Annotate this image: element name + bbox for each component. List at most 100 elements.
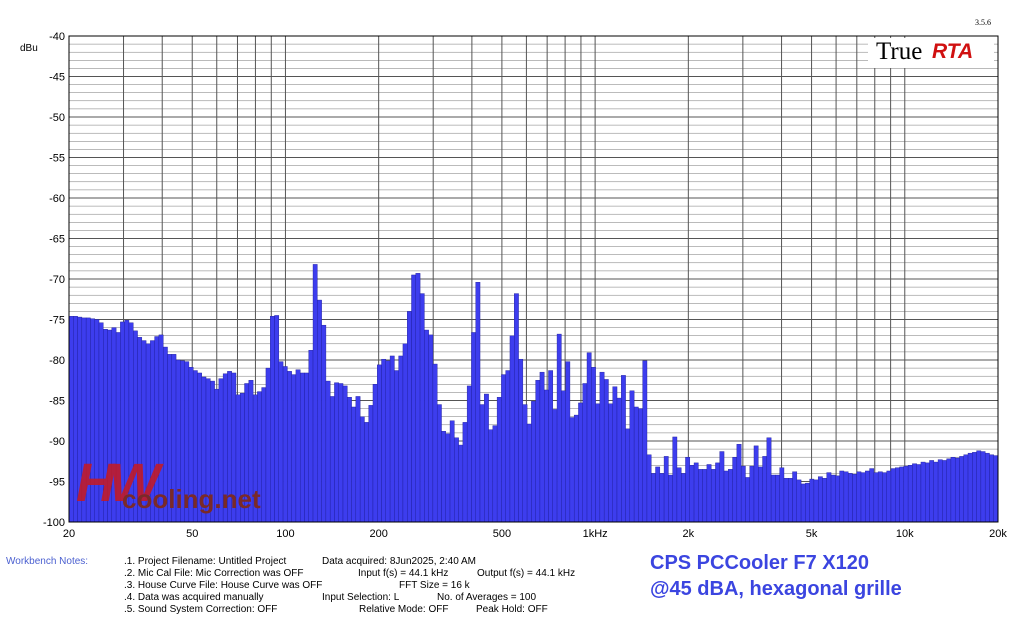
spectrum-bar: [569, 417, 575, 523]
spectrum-bar: [518, 358, 524, 523]
spectrum-bar: [621, 375, 626, 523]
spectrum-bar: [338, 383, 344, 523]
spectrum-bar: [663, 456, 669, 523]
caption-subtitle: @45 dBA, hexagonal grille: [650, 578, 902, 600]
spectrum-bar: [629, 390, 635, 523]
spectrum-bar: [578, 402, 583, 523]
y-tick-label: -95: [49, 477, 65, 489]
spectrum-bar: [509, 335, 515, 523]
spectrum-bar: [603, 379, 609, 523]
spectrum-bar: [488, 429, 494, 523]
spectrum-bar: [496, 397, 502, 523]
spectrum-bar: [299, 372, 305, 523]
spectrum-bar: [775, 474, 780, 523]
spectrum-bar: [976, 450, 982, 523]
x-tick-label: 2k: [683, 528, 695, 540]
spectrum-bar: [959, 456, 964, 523]
spectrum-bar: [736, 444, 742, 523]
y-tick-label: -85: [49, 396, 65, 408]
spectrum-bar: [723, 470, 729, 523]
spectrum-bar: [312, 264, 318, 523]
spectrum-bar: [873, 472, 879, 523]
spectrum-bar: [466, 385, 472, 523]
watermark-text: cooling.net: [122, 484, 261, 514]
version-label: 3.5.6: [975, 18, 991, 27]
spectrum-bar: [933, 461, 939, 523]
spectrum-bar: [779, 467, 785, 523]
spectrum-bar: [980, 451, 986, 523]
spectrum-bar: [381, 358, 387, 523]
spectrum-bar: [646, 454, 652, 523]
logo-rta: RTA: [932, 40, 974, 63]
spectrum-bar: [599, 371, 605, 523]
spectrum-bar: [710, 469, 716, 523]
spectrum-bar: [843, 471, 849, 523]
spectrum-bar: [441, 431, 446, 523]
watermark-letters: HW: [76, 453, 160, 513]
spectrum-bar: [625, 428, 631, 523]
spectrum-bar: [539, 371, 545, 523]
spectrum-bar: [389, 355, 395, 523]
spectrum-bar: [890, 468, 896, 523]
spectrum-bar: [916, 464, 922, 523]
spectrum-bar: [526, 423, 532, 523]
spectrum-bar: [749, 465, 755, 523]
spectrum-bar: [993, 455, 999, 523]
spectrum-bar: [668, 474, 673, 523]
spectrum-bar: [685, 457, 691, 523]
spectrum-bar: [561, 390, 566, 523]
spectrum-bar: [475, 282, 481, 523]
spectrum-bar: [681, 473, 686, 523]
x-tick-label: 20: [63, 528, 75, 540]
spectrum-bar: [364, 422, 369, 523]
spectrum-bar: [501, 374, 506, 523]
spectrum-bar: [963, 454, 969, 523]
spectrum-bar: [402, 343, 408, 523]
logo-true: True: [876, 38, 923, 65]
spectrum-bar: [689, 465, 695, 523]
spectrum-bar: [419, 293, 425, 523]
spectrum-bar: [479, 404, 485, 523]
spectrum-bar: [715, 462, 720, 523]
y-axis-label: dBu: [20, 43, 38, 54]
truerta-logo: True RTA: [868, 38, 994, 68]
spectrum-bar: [788, 478, 793, 523]
spectrum-bar: [355, 396, 361, 523]
spectrum-bar: [556, 333, 562, 523]
spectrum-bar: [813, 479, 819, 523]
spectrum-bar: [287, 371, 292, 523]
spectrum-bar: [492, 425, 498, 523]
y-tick-label: -80: [49, 355, 65, 367]
spectrum-bar: [706, 464, 712, 523]
x-tick-label: 10k: [896, 528, 914, 540]
spectrum-bar: [591, 367, 596, 523]
y-tick-label: -90: [49, 436, 65, 448]
spectrum-bar: [946, 458, 952, 523]
caption-title: CPS PCCooler F7 X120: [650, 552, 869, 574]
spectrum-bar: [522, 404, 528, 523]
spectrum-bar: [325, 380, 331, 523]
y-tick-label: -50: [49, 112, 65, 124]
spectrum-bar: [882, 472, 887, 523]
spectrum-bar: [860, 472, 866, 523]
spectrum-bar: [912, 463, 917, 523]
spectrum-bar: [719, 451, 725, 523]
spectrum-bar: [428, 334, 434, 523]
y-tick-label: -70: [49, 274, 65, 286]
spectrum-bar: [805, 482, 810, 523]
spectrum-bar: [830, 474, 836, 523]
spectrum-bar: [835, 475, 840, 523]
note-line: .4. Data was acquired manually: [124, 592, 264, 603]
spectrum-bar: [586, 352, 592, 523]
spectrum-bar: [359, 416, 365, 523]
spectrum-bar: [368, 405, 374, 523]
spectrum-bar: [762, 456, 768, 523]
spectrum-bar: [800, 483, 806, 523]
spectrum-bar: [291, 374, 297, 523]
spectrum-bar: [573, 414, 579, 523]
spectrum-bar: [445, 433, 451, 523]
spectrum-bar: [638, 408, 643, 523]
spectrum-bar: [967, 452, 973, 523]
spectrum-bar: [783, 478, 789, 523]
spectrum-bar: [732, 457, 738, 523]
